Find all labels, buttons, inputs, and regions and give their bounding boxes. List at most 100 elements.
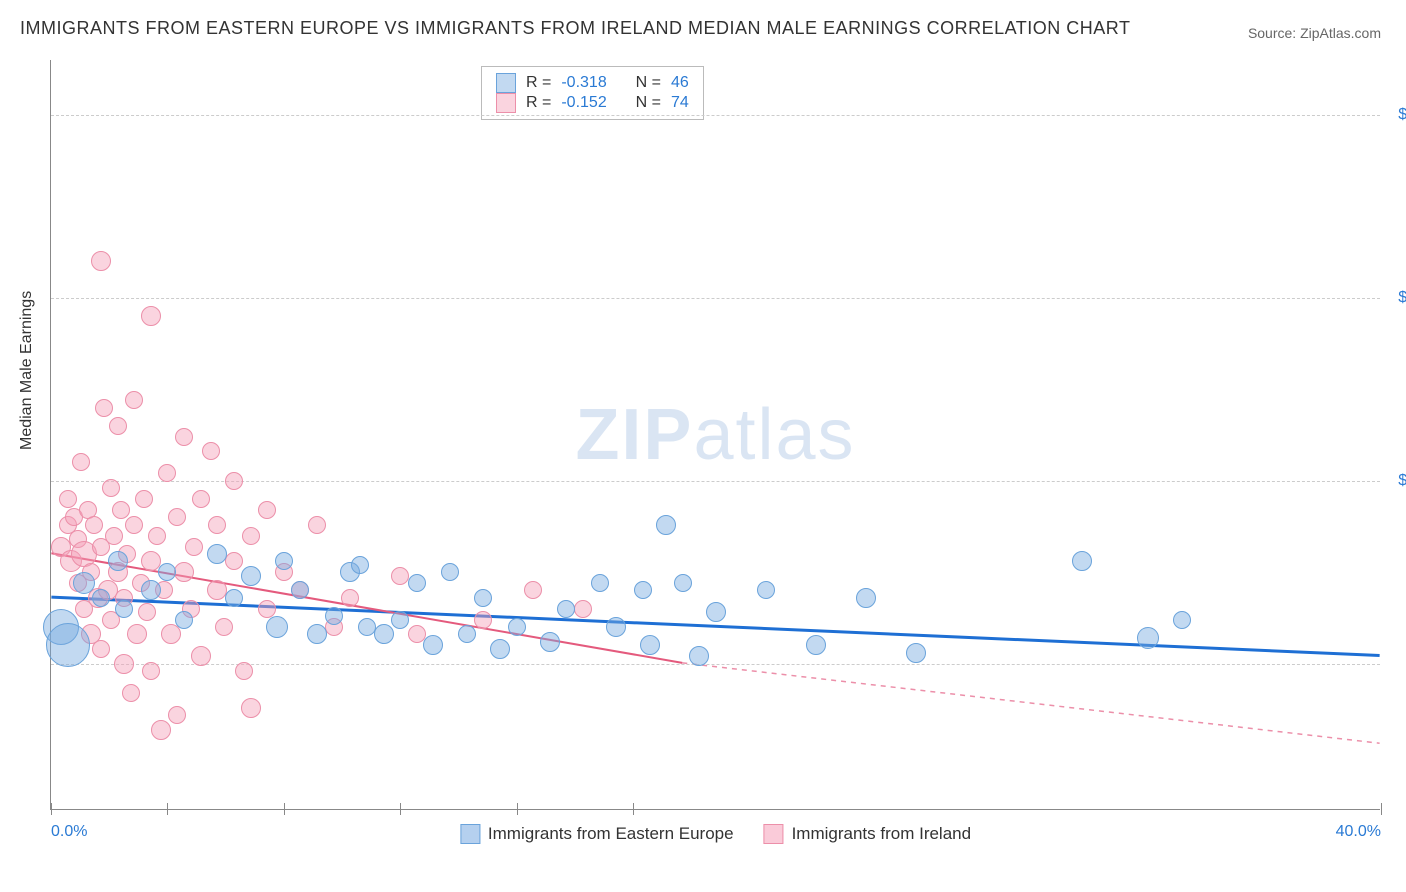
scatter-point [258, 501, 276, 519]
gridline-h [51, 481, 1380, 482]
scatter-point [266, 616, 288, 638]
source-label: Source: ZipAtlas.com [1248, 25, 1381, 41]
scatter-point [142, 662, 160, 680]
scatter-point [508, 618, 526, 636]
scatter-point [141, 306, 161, 326]
legend-swatch [496, 73, 516, 93]
scatter-point [291, 581, 309, 599]
scatter-point [441, 563, 459, 581]
scatter-point [241, 566, 261, 586]
y-tick-label: $150,000 [1385, 289, 1406, 307]
scatter-point [640, 635, 660, 655]
scatter-point [72, 453, 90, 471]
scatter-point [46, 623, 90, 667]
scatter-point [225, 552, 243, 570]
y-tick-label: $50,000 [1385, 655, 1406, 673]
scatter-point [73, 572, 95, 594]
scatter-point [423, 635, 443, 655]
scatter-point [408, 574, 426, 592]
scatter-point [656, 515, 676, 535]
gridline-h [51, 298, 1380, 299]
legend-swatch [496, 93, 516, 113]
chart-title: IMMIGRANTS FROM EASTERN EUROPE VS IMMIGR… [20, 18, 1130, 39]
scatter-point [109, 417, 127, 435]
scatter-point [242, 527, 260, 545]
x-tick [51, 803, 52, 815]
scatter-point [92, 589, 110, 607]
scatter-point [1072, 551, 1092, 571]
scatter-point [125, 516, 143, 534]
scatter-point [325, 607, 343, 625]
scatter-point [490, 639, 510, 659]
y-axis-label: Median Male Earnings [18, 291, 36, 450]
x-tick-label: 40.0% [1336, 823, 1381, 841]
scatter-point [112, 501, 130, 519]
scatter-point [806, 635, 826, 655]
scatter-point [391, 611, 409, 629]
scatter-point [906, 643, 926, 663]
scatter-point [307, 624, 327, 644]
scatter-point [215, 618, 233, 636]
x-tick [284, 803, 285, 815]
stats-n-key: N = [636, 74, 661, 92]
scatter-point [474, 611, 492, 629]
scatter-point [757, 581, 775, 599]
scatter-point [225, 589, 243, 607]
scatter-point [122, 684, 140, 702]
stats-legend-box: R = -0.318 N = 46 R = -0.152 N = 74 [481, 66, 704, 120]
watermark-rest: atlas [693, 395, 855, 475]
scatter-point [308, 516, 326, 534]
stats-r-key: R = [526, 74, 551, 92]
scatter-point [108, 551, 128, 571]
scatter-point [408, 625, 426, 643]
scatter-point [208, 516, 226, 534]
stats-row: R = -0.318 N = 46 [496, 73, 689, 93]
legend-bottom: Immigrants from Eastern EuropeImmigrants… [460, 824, 971, 844]
x-tick [1381, 803, 1382, 815]
scatter-point [141, 580, 161, 600]
watermark: ZIPatlas [575, 394, 855, 476]
scatter-point [458, 625, 476, 643]
scatter-point [148, 527, 166, 545]
scatter-point [105, 527, 123, 545]
scatter-point [241, 698, 261, 718]
scatter-point [606, 617, 626, 637]
scatter-point [85, 516, 103, 534]
scatter-point [674, 574, 692, 592]
scatter-point [158, 563, 176, 581]
scatter-point [161, 624, 181, 644]
scatter-point [275, 552, 293, 570]
scatter-point [351, 556, 369, 574]
scatter-point [135, 490, 153, 508]
legend-label: Immigrants from Ireland [792, 824, 972, 844]
scatter-point [59, 490, 77, 508]
scatter-point [225, 472, 243, 490]
scatter-point [175, 611, 193, 629]
scatter-plot: ZIPatlas R = -0.318 N = 46 R = -0.152 N … [50, 60, 1380, 810]
scatter-point [341, 589, 359, 607]
legend-swatch [764, 824, 784, 844]
scatter-point [591, 574, 609, 592]
scatter-point [138, 603, 156, 621]
scatter-point [92, 640, 110, 658]
scatter-point [391, 567, 409, 585]
scatter-point [151, 720, 171, 740]
y-tick-label: $200,000 [1385, 106, 1406, 124]
scatter-point [168, 706, 186, 724]
x-tick [167, 803, 168, 815]
y-tick-label: $100,000 [1385, 472, 1406, 490]
scatter-point [540, 632, 560, 652]
scatter-point [115, 600, 133, 618]
scatter-point [114, 654, 134, 674]
scatter-point [706, 602, 726, 622]
legend-swatch [460, 824, 480, 844]
legend-item: Immigrants from Ireland [764, 824, 972, 844]
scatter-point [185, 538, 203, 556]
scatter-point [634, 581, 652, 599]
scatter-point [856, 588, 876, 608]
x-tick [633, 803, 634, 815]
scatter-point [191, 646, 211, 666]
scatter-point [235, 662, 253, 680]
scatter-point [207, 544, 227, 564]
scatter-point [192, 490, 210, 508]
